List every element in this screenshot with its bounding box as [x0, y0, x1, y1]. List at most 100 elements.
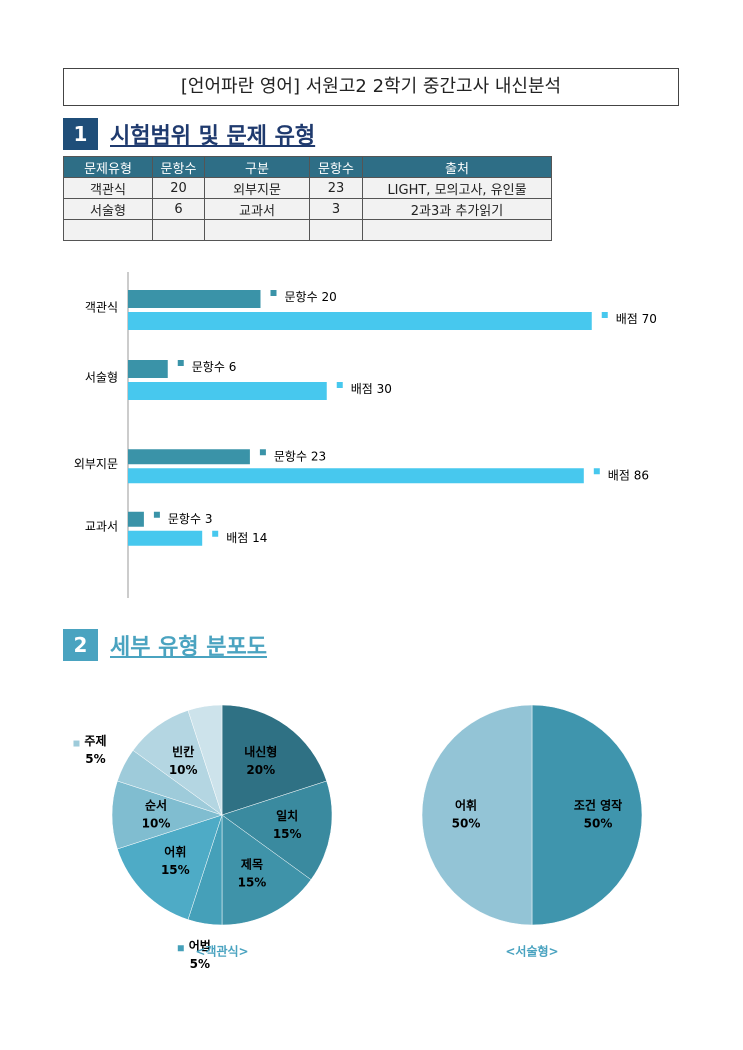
scope-table: 문제유형 문항수 구분 문항수 출처 객관식 20 외부지문 23 LIGHT, 모의고사, 유인…: [63, 156, 552, 241]
label-key: [259, 449, 266, 456]
table-cell: 2과3과 추가읽기: [362, 198, 552, 220]
pie-slice: [117, 814, 223, 920]
slice-label: 빈칸: [172, 744, 194, 759]
table-cell: [152, 219, 205, 241]
series-name: 문항수: [274, 449, 307, 463]
data-label: 배점 30: [351, 382, 392, 396]
data-label: 배점 70: [616, 312, 657, 326]
pie-slice: [221, 704, 327, 816]
slice-label: 조건 영작: [574, 798, 622, 813]
column-header: 구분: [204, 156, 310, 178]
value-label: 6: [229, 360, 237, 374]
bar: [128, 468, 584, 484]
table-header: 문제유형 문항수 구분 문항수 출처: [63, 156, 552, 178]
table-cell: 20: [152, 177, 205, 199]
series-name: 배점: [351, 382, 373, 396]
data-label: 문항수 23: [274, 449, 326, 463]
slice-value: 5%: [190, 957, 210, 971]
series-name: 배점: [616, 312, 638, 326]
label-key: [177, 360, 184, 366]
slice-label: 주제: [84, 734, 106, 748]
pie-slice: [221, 780, 333, 881]
pie-title: <서술형>: [505, 944, 558, 959]
category-label: 객관식: [85, 301, 118, 315]
slice-label: 어휘: [164, 844, 186, 859]
bar: [128, 312, 592, 330]
column-header: 출처: [362, 156, 552, 178]
section-number: 2: [63, 629, 98, 661]
slice-value: 5%: [85, 752, 105, 766]
slice-value: 10%: [169, 763, 198, 777]
table-cell: [204, 219, 310, 241]
label-key: [593, 468, 600, 475]
category-label: 교과서: [85, 519, 118, 533]
label-key: [601, 312, 608, 318]
pie-slice: [531, 704, 643, 926]
data-label: 문항수 6: [192, 360, 237, 374]
series-name: 문항수: [285, 290, 318, 304]
pie-slice: [187, 704, 223, 816]
slice-value: 50%: [452, 817, 481, 831]
table-cell: 6: [152, 198, 205, 220]
section: 1 시험범위 및 문제 유형: [63, 117, 315, 151]
section: 2 세부 유형 분포도: [63, 628, 267, 662]
series-name: 배점: [608, 468, 630, 482]
bar: [128, 290, 261, 308]
value-label: 20: [321, 290, 336, 304]
slice-value: 15%: [161, 863, 190, 877]
doc-title: [언어파란 영어] 서원고2 2학기 중간고사 내신분석: [63, 68, 679, 106]
series-name: 문항수: [168, 511, 201, 525]
bar: [128, 530, 203, 546]
bar: [128, 449, 250, 465]
data-label: 배점 14: [226, 530, 267, 544]
slice-label: 어법: [189, 938, 211, 953]
column-header: 문제유형: [63, 156, 153, 178]
pie-slice: [221, 814, 312, 926]
column-header: 문항수: [152, 156, 205, 178]
bar: [128, 382, 327, 400]
table-row: 서술형 6 교과서 3 2과3과 추가읽기: [63, 198, 552, 220]
slice-label: 어휘: [455, 798, 477, 813]
column-header: 문항수: [309, 156, 363, 178]
value-label: 14: [252, 530, 267, 544]
label-key: [177, 945, 184, 952]
label-key: [270, 290, 277, 296]
data-label: 문항수 20: [285, 290, 337, 304]
slice-label: 일치: [276, 808, 298, 823]
table-cell: 서술형: [63, 198, 153, 220]
slice-value: 50%: [584, 817, 613, 831]
label-key: [212, 530, 219, 537]
data-label: 배점 86: [608, 468, 649, 482]
category-label: 외부지문: [74, 457, 118, 471]
table-cell: [63, 219, 153, 241]
slice-value: 20%: [246, 763, 275, 777]
section-heading: 세부 유형 분포도: [110, 635, 267, 660]
label-key: [73, 740, 80, 747]
bar: [128, 360, 168, 378]
slice-value: 10%: [142, 817, 171, 831]
slice-label: 순서: [145, 798, 167, 813]
slice-value: 15%: [273, 827, 302, 841]
value-label: 23: [311, 449, 326, 463]
value-label: 86: [634, 468, 649, 482]
series-name: 문항수: [192, 360, 225, 374]
label-key: [336, 382, 343, 388]
table-cell: [362, 219, 552, 241]
pie-slice: [421, 704, 533, 926]
value-label: 30: [377, 382, 392, 396]
section-heading: 시험범위 및 문제 유형: [110, 124, 316, 149]
table-row: [63, 219, 552, 241]
table-cell: 외부지문: [204, 177, 310, 199]
section-number: 1: [63, 118, 98, 150]
bar: [128, 511, 144, 527]
slice-label: 내신형: [244, 744, 277, 759]
value-label: 3: [205, 511, 213, 525]
data-label: 문항수 3: [168, 511, 213, 525]
table-cell: 3: [309, 198, 363, 220]
slice-label: 제목: [241, 857, 263, 871]
value-label: 70: [642, 312, 657, 326]
pie-title: <객관식>: [195, 944, 248, 959]
label-key: [153, 511, 160, 518]
